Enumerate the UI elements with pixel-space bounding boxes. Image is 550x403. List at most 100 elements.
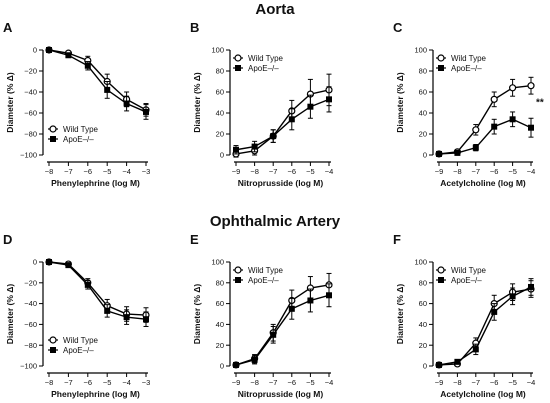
panel-letter: E	[190, 232, 199, 247]
y-tick-label: 20	[419, 341, 427, 350]
data-point	[454, 149, 461, 156]
panel-letter: B	[190, 20, 199, 35]
series-line	[48, 261, 147, 316]
data-point	[509, 293, 516, 300]
y-tick-label: 60	[216, 88, 224, 97]
data-point	[46, 259, 52, 265]
data-point	[233, 361, 239, 368]
y-tick-label: 0	[423, 362, 427, 371]
series-apoe	[436, 278, 534, 368]
data-point	[84, 281, 91, 288]
x-tick-label: −6	[288, 378, 297, 387]
data-point	[251, 356, 258, 363]
x-tick-label: −7	[64, 378, 73, 387]
legend-marker	[50, 347, 56, 353]
x-tick-label: −5	[508, 167, 517, 176]
series-line	[438, 118, 532, 155]
x-tick-label: −5	[103, 378, 112, 387]
y-tick-label: 40	[419, 109, 427, 118]
significance-annotation: **	[536, 98, 544, 109]
series-line	[48, 49, 147, 111]
y-tick-label: −20	[24, 278, 37, 287]
x-tick-label: −3	[142, 167, 151, 176]
legend-marker	[235, 65, 241, 71]
data-point	[307, 103, 314, 110]
series-apoe	[233, 86, 332, 155]
y-axis-title: Diameter (% Δ)	[5, 72, 15, 133]
y-tick-label: 40	[419, 320, 427, 329]
legend-entry: ApoE–/–	[248, 64, 279, 73]
y-tick-label: 100	[211, 258, 224, 267]
legend-marker	[437, 266, 445, 274]
data-point	[490, 95, 498, 103]
x-tick-label: −4	[325, 378, 334, 387]
data-point	[436, 150, 442, 157]
y-tick-label: 100	[211, 46, 224, 55]
y-tick-label: 100	[414, 46, 427, 55]
series-apoe	[46, 259, 149, 327]
x-tick-label: −4	[527, 167, 536, 176]
legend-marker	[437, 54, 445, 62]
x-axis-title: Nitroprusside (log M)	[238, 389, 324, 399]
y-tick-label: 60	[419, 299, 427, 308]
legend-entry: Wild Type	[248, 266, 284, 275]
x-axis-title: Acetylcholine (log M)	[440, 389, 526, 399]
x-tick-label: −8	[45, 167, 54, 176]
data-point	[528, 124, 534, 131]
data-point	[123, 314, 130, 321]
y-tick-label: 20	[216, 341, 224, 350]
y-tick-label: −60	[24, 109, 37, 118]
y-tick-label: −80	[24, 130, 37, 139]
series-line	[438, 286, 532, 366]
data-point	[326, 292, 332, 299]
x-tick-label: −6	[288, 167, 297, 176]
x-tick-label: −8	[250, 378, 259, 387]
x-tick-label: −4	[527, 378, 536, 387]
x-tick-label: −8	[453, 167, 462, 176]
chart-panel-d: D 0 −20 −40 −60 −80 −100 −8 −7 −6 −5 −4 −3Phenylephr…	[3, 232, 150, 399]
y-axis-title: Diameter (% Δ)	[192, 72, 202, 133]
x-tick-label: −6	[84, 378, 93, 387]
data-point	[472, 144, 479, 151]
data-point	[46, 47, 52, 53]
y-axis-title: Diameter (% Δ)	[395, 72, 405, 133]
y-tick-label: 80	[419, 67, 427, 76]
legend-entry: Wild Type	[248, 54, 284, 63]
series-line	[438, 85, 532, 155]
y-tick-label: −80	[24, 341, 37, 350]
data-point	[251, 143, 258, 150]
x-tick-label: −7	[269, 167, 278, 176]
data-point	[288, 305, 295, 312]
data-point	[491, 308, 498, 315]
x-tick-label: −7	[269, 378, 278, 387]
data-point	[84, 62, 91, 69]
data-point	[508, 84, 517, 92]
series-line	[235, 294, 330, 366]
series-apoe	[46, 47, 149, 120]
legend-entry: Wild Type	[451, 266, 487, 275]
data-point	[143, 316, 149, 323]
legend-marker	[234, 266, 242, 274]
x-tick-label: −8	[453, 378, 462, 387]
series-line	[48, 49, 147, 113]
chart-panel-a: A 0 −20 −40 −60 −80 −100 −8 −7 −6 −5 −4 −3Phenylephr…	[3, 20, 150, 188]
y-tick-label: −100	[20, 151, 37, 160]
data-point	[123, 100, 130, 107]
x-tick-label: −8	[45, 378, 54, 387]
data-point	[527, 82, 535, 90]
x-tick-label: −9	[435, 167, 444, 176]
y-axis-title: Diameter (% Δ)	[192, 284, 202, 345]
x-tick-label: −4	[325, 167, 334, 176]
y-tick-label: 100	[414, 258, 427, 267]
legend-marker	[438, 277, 444, 283]
y-tick-label: −100	[20, 362, 37, 371]
data-point	[472, 126, 480, 134]
panel-letter: A	[3, 20, 13, 35]
legend-marker	[438, 65, 444, 71]
